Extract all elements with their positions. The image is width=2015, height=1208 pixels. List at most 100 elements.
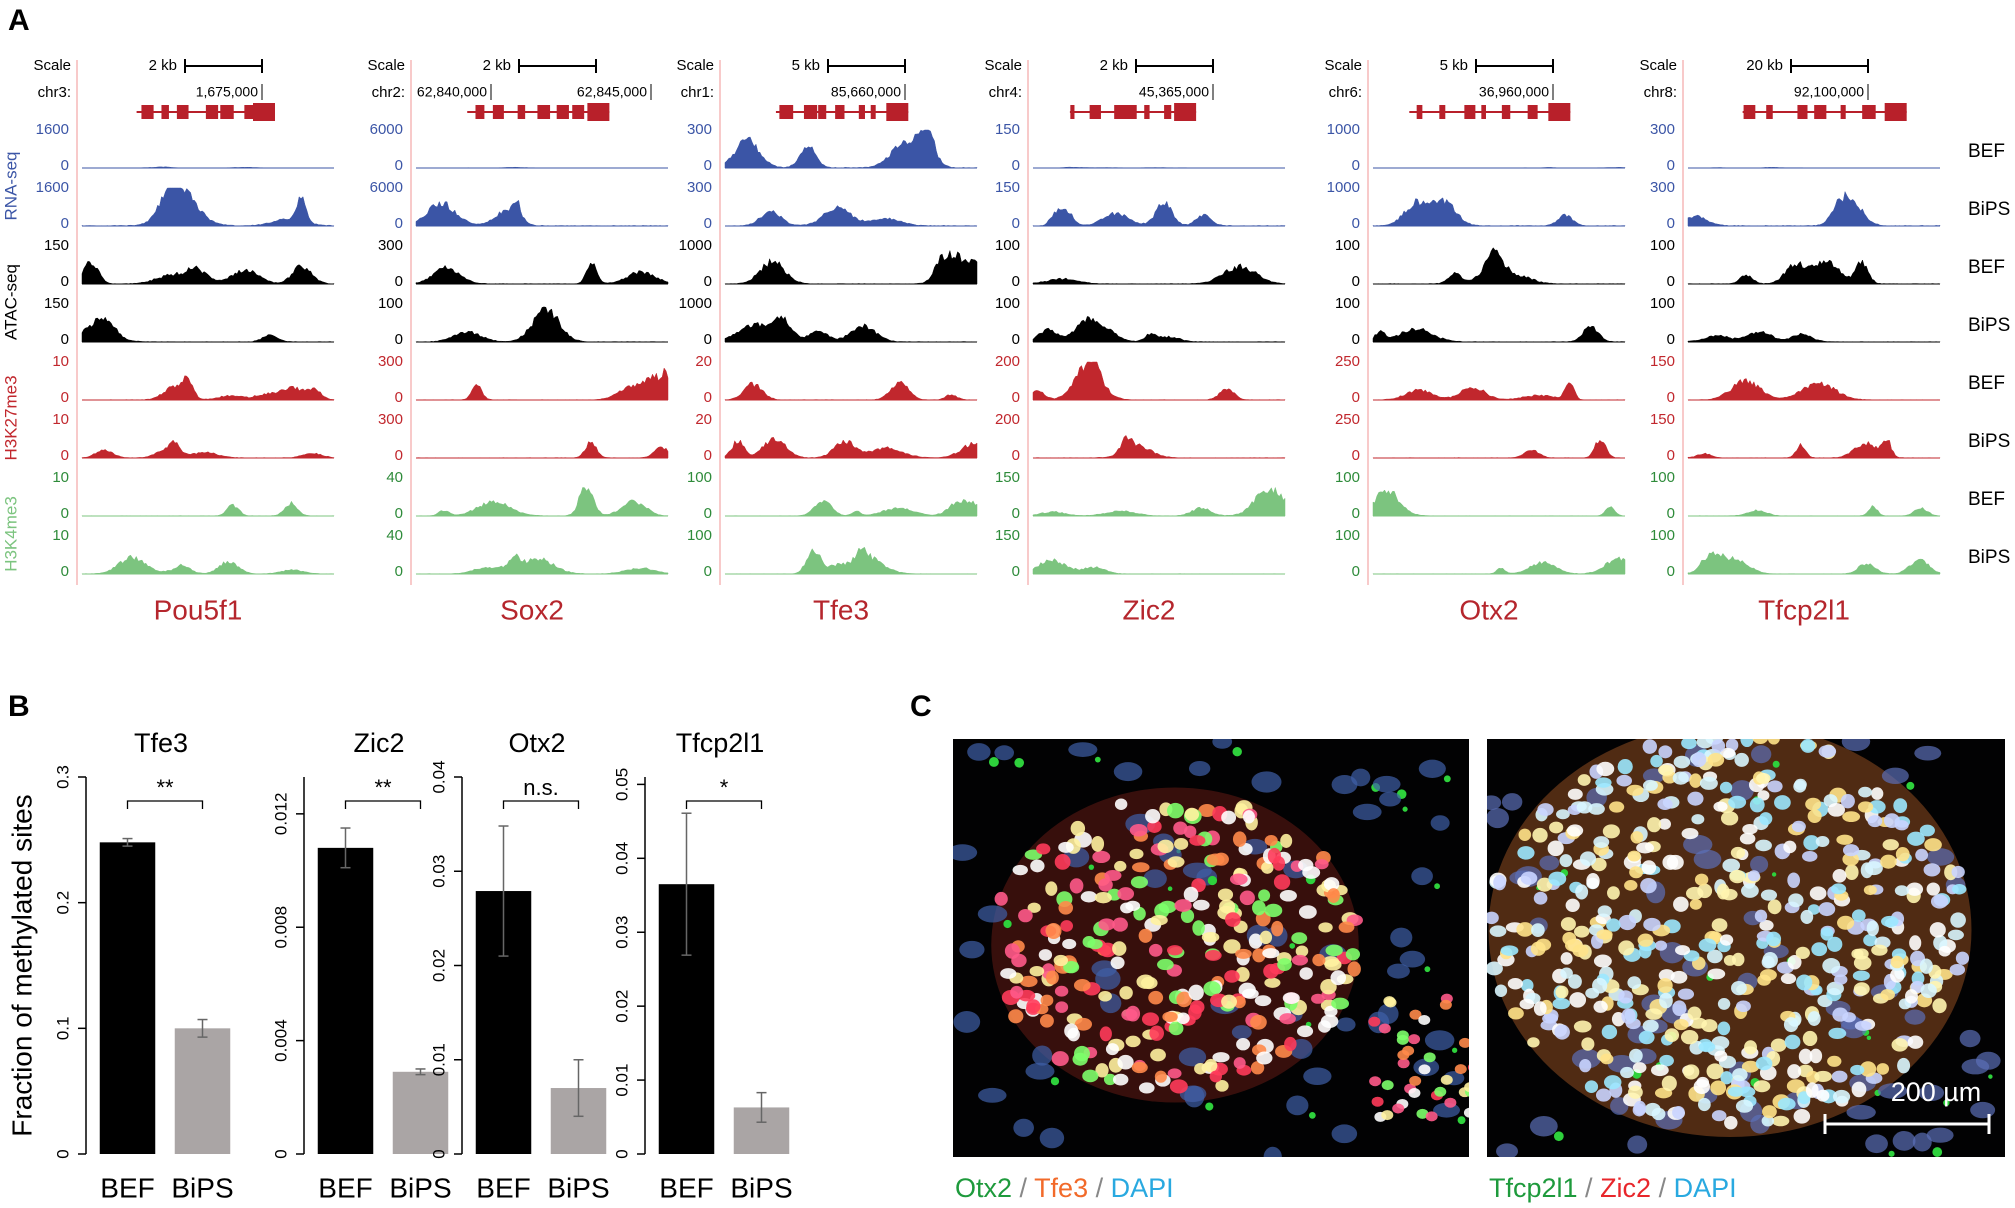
- nucleus: [1579, 851, 1597, 866]
- exon: [1548, 103, 1571, 121]
- track-max: 1000: [1327, 179, 1360, 196]
- nucleus: [1520, 978, 1534, 992]
- nucleus: [1617, 758, 1633, 775]
- scattered-cell: [953, 844, 978, 861]
- nucleus: [1282, 992, 1300, 1004]
- nucleus: [1012, 864, 1028, 876]
- nucleus: [1616, 774, 1633, 787]
- nucleus: [1600, 1053, 1614, 1065]
- nucleus: [1536, 877, 1553, 892]
- track-min: 0: [1352, 331, 1360, 348]
- nucleus: [1784, 1034, 1801, 1050]
- track-min: 0: [61, 273, 69, 290]
- significance-label: n.s.: [523, 775, 558, 800]
- exon: [1174, 103, 1197, 121]
- track-min: 0: [1352, 273, 1360, 290]
- nucleus: [1658, 764, 1674, 776]
- nucleus: [1845, 864, 1859, 881]
- scattered-cell: [1178, 1047, 1207, 1067]
- nucleus: [1279, 889, 1297, 902]
- nucleus: [1711, 739, 1726, 753]
- signal-track: [1372, 247, 1626, 285]
- track-min: 0: [1352, 157, 1360, 174]
- nucleus: [1117, 887, 1135, 901]
- scattered-cell: [1750, 855, 1769, 873]
- nucleus: [1681, 827, 1699, 840]
- signal-track: [1687, 331, 1941, 343]
- exon: [1527, 105, 1538, 119]
- nucleus: [1099, 1026, 1112, 1042]
- exon: [1089, 105, 1101, 119]
- speck: [988, 756, 999, 767]
- assay-label: H3K27me3: [1, 375, 20, 460]
- track-min: 0: [704, 389, 712, 406]
- nucleus: [1774, 795, 1791, 810]
- signal-track: [81, 554, 335, 575]
- track-max: 1000: [1327, 121, 1360, 138]
- exon: [1164, 105, 1172, 119]
- exon: [1144, 105, 1150, 119]
- nucleus: [1063, 960, 1080, 974]
- track-min: 0: [61, 389, 69, 406]
- nucleus: [1757, 790, 1770, 801]
- significance-bracket: [344, 800, 422, 809]
- nucleus: [1795, 946, 1810, 960]
- nucleus: [1062, 938, 1077, 950]
- nucleus: [1576, 801, 1593, 814]
- nucleus: [1866, 920, 1879, 937]
- scattered-cell: [1251, 771, 1282, 793]
- nucleus: [1267, 847, 1281, 864]
- nucleus: [1714, 1050, 1728, 1062]
- exon: [556, 105, 569, 119]
- nucleus: [1853, 982, 1870, 996]
- nucleus: [1637, 933, 1654, 947]
- nucleus: [1581, 1037, 1595, 1051]
- track-max: 150: [995, 121, 1020, 138]
- x-tick-label: BEF: [659, 1172, 713, 1203]
- track-min: 0: [704, 157, 712, 174]
- scalebar-label: 5 kb: [792, 57, 820, 74]
- scattered-cell: [1013, 1118, 1034, 1137]
- nucleus: [1073, 979, 1091, 992]
- caption-separator: /: [1088, 1173, 1111, 1203]
- nucleus: [1807, 809, 1822, 823]
- nucleus: [1717, 997, 1731, 1010]
- caption-part: Tfe3: [1034, 1173, 1088, 1203]
- nucleus: [1235, 948, 1252, 959]
- track-min: 0: [1012, 331, 1020, 348]
- nucleus: [1837, 915, 1855, 930]
- nucleus: [1814, 1070, 1832, 1083]
- nucleus: [1907, 1035, 1924, 1049]
- scalebar-label: 2 kb: [1100, 57, 1128, 74]
- nucleus: [1254, 995, 1272, 1007]
- nucleus: [1166, 802, 1184, 819]
- chart-title: Otx2: [508, 728, 565, 758]
- nucleus: [1719, 781, 1733, 794]
- track-min: 0: [1352, 447, 1360, 464]
- nucleus: [1098, 878, 1113, 892]
- coordinate: 85,660,000: [831, 84, 901, 100]
- track-max: 40: [386, 469, 403, 486]
- micrograph: [953, 739, 1469, 1157]
- nucleus: [1938, 945, 1951, 957]
- coordinate: 62,840,000: [417, 84, 487, 100]
- scattered-cell: [1372, 775, 1401, 793]
- y-axis-label: Fraction of methylated sites: [6, 794, 37, 1136]
- nucleus: [1264, 835, 1278, 846]
- nucleus: [1950, 912, 1966, 928]
- scattered-cell: [1881, 767, 1909, 785]
- nucleus: [1882, 839, 1899, 851]
- nucleus: [1560, 967, 1573, 979]
- x-tick-label: BEF: [318, 1172, 372, 1203]
- nucleus: [1740, 739, 1754, 748]
- nucleus: [1330, 970, 1347, 986]
- nucleus: [1805, 1082, 1819, 1098]
- nucleus: [1080, 891, 1098, 903]
- track-max: 150: [44, 237, 69, 254]
- scattered-cell: [1399, 950, 1426, 968]
- exon: [517, 105, 526, 119]
- scalebar-label: 5 kb: [1440, 57, 1468, 74]
- nucleus: [1507, 977, 1523, 990]
- significance-bracket: [502, 800, 580, 809]
